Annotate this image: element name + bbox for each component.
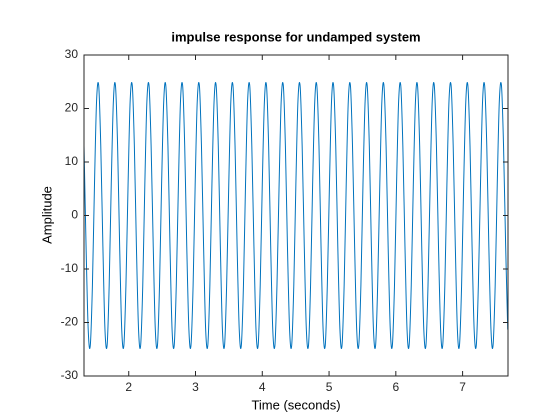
line-series [84,81,508,350]
y-tick-label: 20 [65,101,79,115]
y-axis-label: Amplitude [39,186,54,244]
y-tick-label: -30 [61,368,79,382]
y-tick-label: 10 [65,154,79,168]
x-tick-label: 2 [125,380,132,394]
x-tick-label: 3 [192,380,199,394]
chart-title: impulse response for undamped system [171,29,420,44]
y-tick-label: -20 [61,315,79,329]
y-tick-label: -10 [61,261,79,275]
x-tick-label: 5 [326,380,333,394]
y-tick-label: 0 [71,208,78,222]
x-tick-label: 6 [392,380,399,394]
x-axis-label: Time (seconds) [251,397,340,412]
y-tick-label: 30 [65,47,79,61]
x-tick-label: 4 [259,380,266,394]
plot-area [84,55,508,376]
x-tick-label: 7 [459,380,466,394]
